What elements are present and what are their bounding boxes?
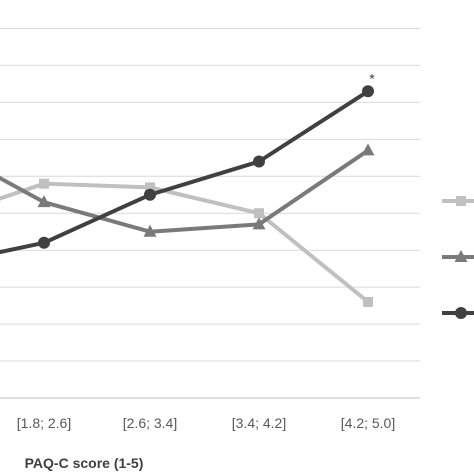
legend xyxy=(442,196,474,319)
series-2-point xyxy=(143,224,157,237)
legend-swatch-marker xyxy=(456,196,466,206)
series-line-2 xyxy=(0,148,370,234)
x-axis-title: PAQ-C score (1-5) xyxy=(25,455,144,471)
significance-annotation: * xyxy=(369,70,375,86)
x-tick-labels: [1.8; 2.6] [2.6; 3.4] [3.4; 4.2] [4.2; 5.0] xyxy=(17,415,395,431)
series-3-point xyxy=(362,85,374,98)
series-3-point xyxy=(144,188,156,201)
x-tick-label: [3.4; 4.2] xyxy=(232,415,286,431)
series-2-point xyxy=(37,195,51,208)
series-2-point xyxy=(252,217,266,230)
series-3-point xyxy=(38,236,50,249)
series-3-point xyxy=(253,155,265,168)
legend-swatch-marker xyxy=(454,250,468,262)
series-line-1 xyxy=(0,181,370,304)
x-tick-label: [1.8; 2.6] xyxy=(17,415,71,431)
series-2-point xyxy=(361,143,375,156)
annotations: * xyxy=(369,70,375,86)
series-1-point xyxy=(254,208,264,219)
series-lines xyxy=(0,89,370,304)
legend-swatch-marker xyxy=(455,307,467,319)
gridlines xyxy=(0,27,420,399)
series-1-point xyxy=(39,178,49,189)
series-markers xyxy=(37,85,375,307)
series-1-point xyxy=(145,182,155,193)
x-tick-label: [2.6; 3.4] xyxy=(123,415,177,431)
x-tick-label: [4.2; 5.0] xyxy=(341,415,395,431)
series-1-point xyxy=(363,296,373,307)
